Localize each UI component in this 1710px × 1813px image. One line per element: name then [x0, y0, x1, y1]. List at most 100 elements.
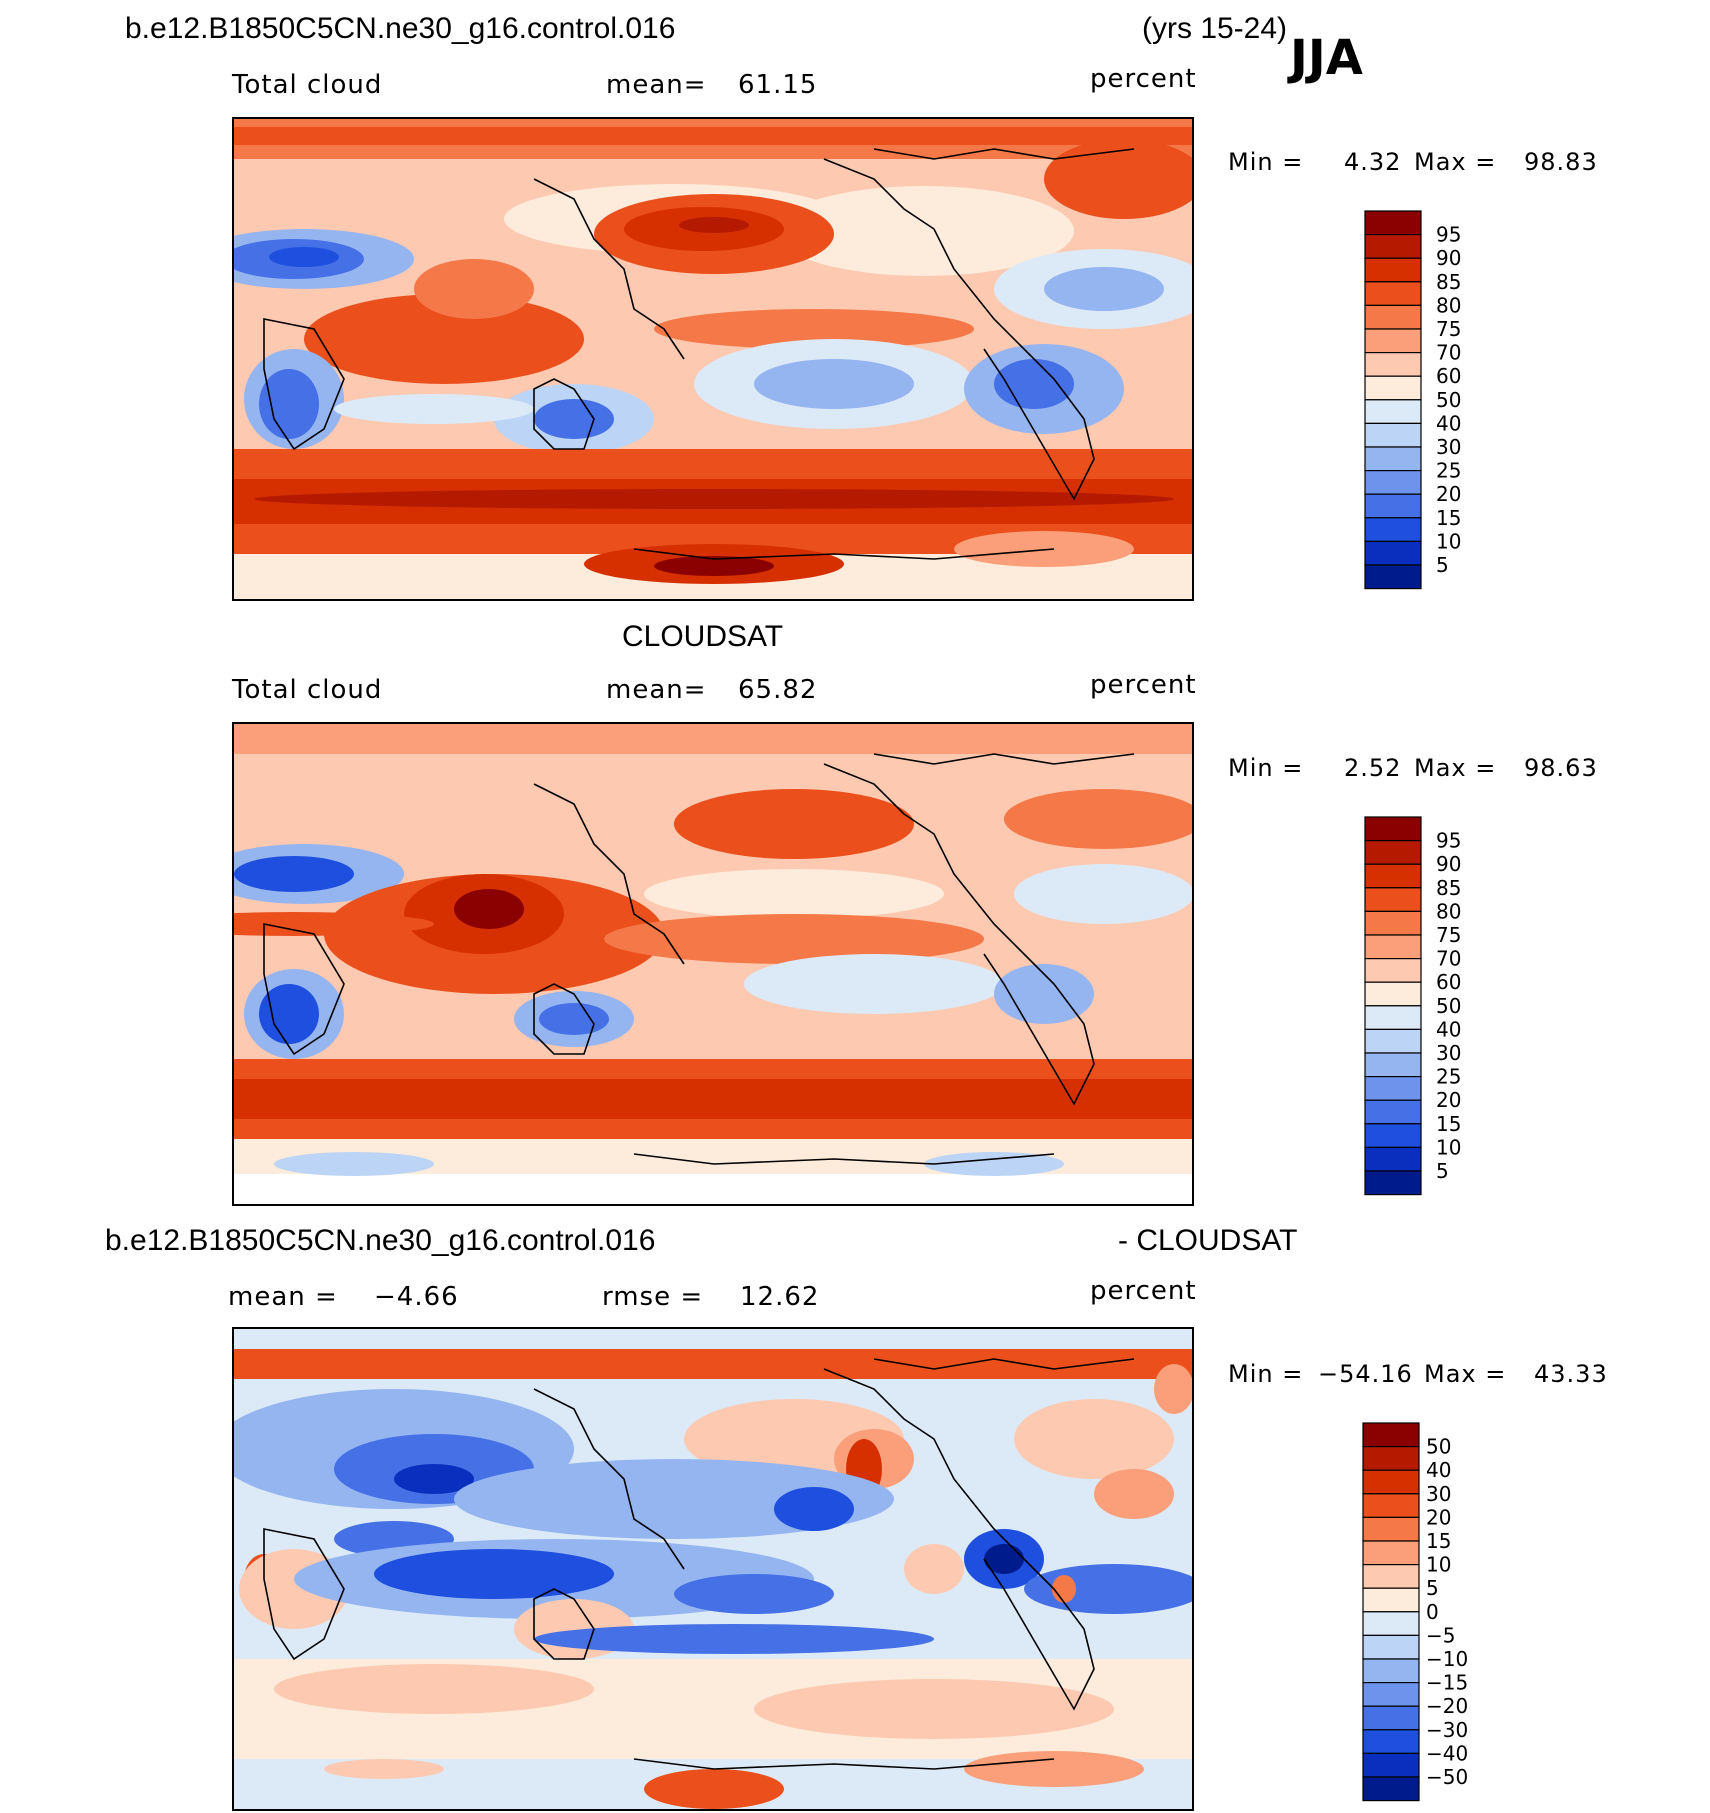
panel1-colorbar-box: [1364, 375, 1422, 401]
panel1-colorbar-label: 75: [1436, 317, 1461, 341]
panel2-colorbar-label: 40: [1436, 1017, 1461, 1041]
panel2-colorbar-box: [1364, 863, 1422, 889]
panel2-colorbar-box: [1364, 1099, 1422, 1125]
panel3-units: percent: [1090, 1276, 1197, 1306]
panel1-colorbar-label: 20: [1436, 482, 1461, 506]
panel1-min-label: Min =: [1228, 148, 1304, 176]
panel1-map: [232, 117, 1194, 601]
panel1-colorbar-box: [1364, 352, 1422, 377]
panel3-mean-value: −4.66: [374, 1282, 459, 1312]
panel3-contour-field: [234, 1329, 1192, 1809]
panel1-variable-label: Total cloud: [232, 70, 383, 100]
panel2-colorbar-label: 30: [1436, 1041, 1461, 1065]
panel1-mean-value: 61.15: [738, 70, 818, 100]
panel3-colorbar-label: −50: [1426, 1765, 1468, 1789]
panel2-colorbar-label: 50: [1436, 994, 1461, 1018]
panel2-colorbar-box: [1364, 1076, 1422, 1101]
panel3-colorbar-label: 20: [1426, 1505, 1451, 1529]
panel3-colorbar-label: 30: [1426, 1482, 1451, 1506]
panel3-coastlines: [263, 1358, 1135, 1770]
panel1-colorbar-label: 5: [1436, 553, 1449, 577]
panel3-colorbar-box: [1362, 1469, 1420, 1495]
panel1-colorbar-label: 40: [1436, 411, 1461, 435]
panel3-min-label: Min =: [1228, 1360, 1304, 1388]
panel3-colorbar-label: 5: [1426, 1576, 1439, 1600]
panel3-colorbar-box: [1362, 1540, 1420, 1566]
panel1-colorbar-label: 60: [1436, 364, 1461, 388]
panel2-colorbar-box: [1364, 958, 1422, 983]
panel3-colorbar-box: [1362, 1564, 1420, 1589]
panel3-map: [232, 1327, 1194, 1811]
panel2-colorbar-label: 95: [1436, 829, 1461, 853]
panel1-colorbar-box: [1364, 517, 1422, 542]
panel3-colorbar-box: [1362, 1446, 1420, 1471]
panel3-colorbar-label: 15: [1426, 1529, 1451, 1553]
panel1-colorbar-box: [1364, 234, 1422, 259]
panel1-contour-field: [234, 119, 1192, 599]
panel2-map: [232, 722, 1194, 1206]
panel2-colorbar-box: [1364, 1146, 1422, 1172]
panel1-colorbar-box: [1364, 210, 1422, 236]
panel3-max-value: 43.33: [1534, 1360, 1608, 1388]
panel2-colorbar-box: [1364, 1123, 1422, 1148]
panel3-colorbar-label: 0: [1426, 1600, 1439, 1624]
panel1-colorbar-label: 25: [1436, 459, 1461, 483]
panel3-colorbar-label: −40: [1426, 1741, 1468, 1765]
panel2-colorbar: 95 90 85 80 75 70 60 50 40 30 25 20 15 10 5: [1364, 816, 1534, 1203]
panel2-colorbar-label: 70: [1436, 947, 1461, 971]
panel2-colorbar-label: 90: [1436, 852, 1461, 876]
panel3-colorbar-label: −5: [1426, 1623, 1455, 1647]
panel1-colorbar-label: 90: [1436, 246, 1461, 270]
panel2-colorbar-box: [1364, 816, 1422, 842]
panel1-colorbar-label: 85: [1436, 270, 1461, 294]
panel3-colorbar-label: −20: [1426, 1694, 1468, 1718]
panel1-coastlines: [263, 148, 1135, 560]
panel1-colorbar-box: [1364, 422, 1422, 448]
panel3-colorbar-box: [1362, 1658, 1420, 1684]
panel2-min-label: Min =: [1228, 754, 1304, 782]
panel3-title-right: - CLOUDSAT: [1118, 1224, 1298, 1257]
panel1-colorbar-label: 50: [1436, 388, 1461, 412]
panel3-colorbar: 50 40 30 20 15 10 5 0 −5 −10 −15 −20 −30 −40 −50: [1362, 1422, 1532, 1809]
panel3-colorbar-label: −10: [1426, 1647, 1468, 1671]
panel1-mean-label: mean=: [606, 70, 707, 100]
panel2-colorbar-box: [1364, 1028, 1422, 1054]
panel3-colorbar-label: 10: [1426, 1553, 1451, 1577]
panel2-colorbar-box: [1364, 981, 1422, 1007]
panel3-colorbar-box: [1362, 1682, 1420, 1707]
panel3-colorbar-box: [1362, 1752, 1420, 1778]
season-label: JJA: [1290, 30, 1363, 86]
panel1-max-value: 98.83: [1524, 148, 1598, 176]
panel2-colorbar-box: [1364, 1170, 1422, 1196]
panel2-mean-value: 65.82: [738, 675, 818, 705]
panel3-colorbar-box: [1362, 1422, 1420, 1448]
panel2-colorbar-label: 85: [1436, 876, 1461, 900]
panel2-coastlines: [263, 753, 1135, 1165]
panel2-colorbar-label: 5: [1436, 1159, 1449, 1183]
panel1-colorbar-label: 70: [1436, 341, 1461, 365]
panel3-colorbar-box: [1362, 1611, 1420, 1637]
panel3-title-left: b.e12.B1850C5CN.ne30_g16.control.016: [105, 1224, 656, 1257]
panel1-max-label: Max =: [1414, 148, 1497, 176]
panel2-colorbar-label: 60: [1436, 970, 1461, 994]
panel1-colorbar-label: 30: [1436, 435, 1461, 459]
panel2-mean-label: mean=: [606, 675, 707, 705]
panel2-title: CLOUDSAT: [622, 620, 784, 653]
panel2-colorbar-label: 10: [1436, 1135, 1461, 1159]
panel2-colorbar-box: [1364, 1005, 1422, 1031]
panel2-colorbar-label: 15: [1436, 1112, 1461, 1136]
panel3-min-value: −54.16: [1318, 1360, 1413, 1388]
panel1-colorbar-box: [1364, 257, 1422, 283]
panel3-mean-label: mean =: [228, 1282, 338, 1312]
panel1-min-value: 4.32: [1344, 148, 1402, 176]
panel2-colorbar-box: [1364, 910, 1422, 936]
panel2-max-value: 98.63: [1524, 754, 1598, 782]
panel1-colorbar-box: [1364, 564, 1422, 590]
panel1-colorbar-box: [1364, 493, 1422, 519]
panel2-colorbar-box: [1364, 934, 1422, 960]
panel3-colorbar-label: 40: [1426, 1458, 1451, 1482]
panel3-colorbar-box: [1362, 1776, 1420, 1802]
panel2-colorbar-box: [1364, 1052, 1422, 1078]
